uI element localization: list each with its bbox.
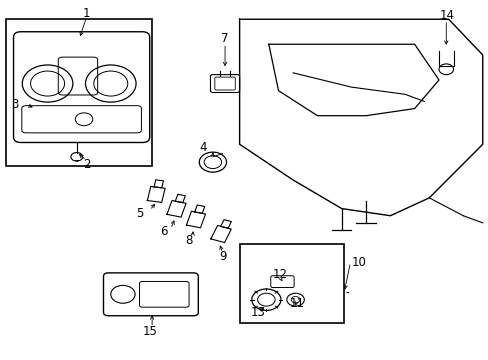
Text: 3: 3 [11,98,19,111]
Text: 5: 5 [136,207,143,220]
Bar [239,244,344,323]
Text: 10: 10 [350,256,366,269]
Text: 7: 7 [221,32,228,45]
Text: 14: 14 [439,9,454,22]
Text: 15: 15 [142,325,157,338]
Text: 13: 13 [250,306,264,319]
Text: 2: 2 [82,158,90,171]
Text: 8: 8 [184,234,192,247]
Text: 12: 12 [272,268,287,281]
Text: 1: 1 [82,8,90,21]
Text: 4: 4 [199,141,206,154]
Text: 6: 6 [160,225,168,238]
Text: 11: 11 [289,297,304,310]
Bar [6,19,152,166]
Text: 9: 9 [219,250,226,263]
